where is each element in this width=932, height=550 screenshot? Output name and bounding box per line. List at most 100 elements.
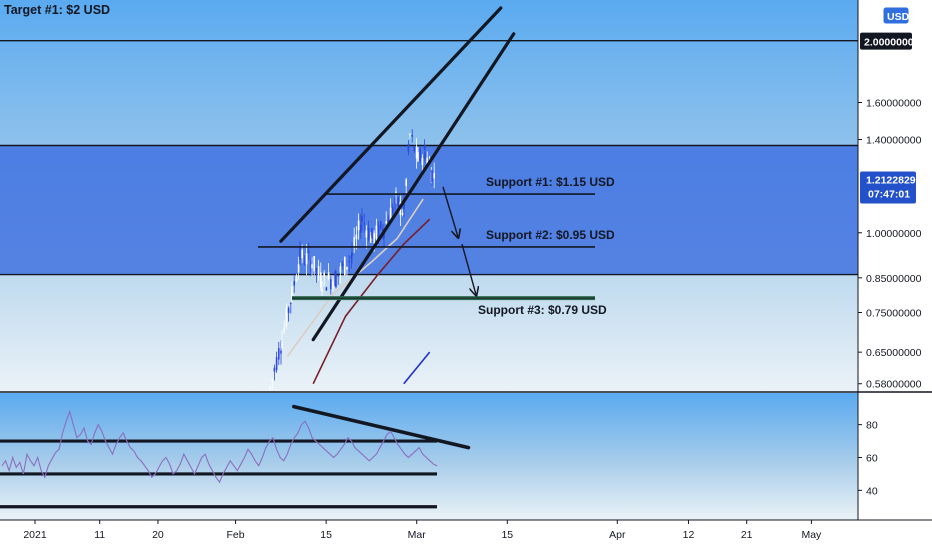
candle-body — [360, 224, 362, 233]
candle-body — [291, 286, 293, 301]
candle-body — [375, 225, 378, 239]
price-axis-label: 0.65000000 — [866, 347, 922, 359]
time-axis-label: 21 — [741, 529, 753, 541]
candle-body — [323, 272, 325, 278]
candle-body — [290, 302, 292, 304]
candle-body — [321, 288, 323, 292]
time-axis-label: Mar — [408, 529, 427, 541]
candle-body — [373, 232, 375, 244]
candle-body — [271, 378, 273, 381]
candle-body — [299, 245, 301, 260]
rsi-axis-label: 40 — [866, 485, 878, 497]
candle-body — [317, 266, 320, 276]
candle-body — [405, 179, 407, 187]
target-label: Target #1: $2 USD — [4, 3, 110, 17]
wedge-upper-trendline — [279, 6, 503, 243]
price-axis-label: 1.00000000 — [866, 228, 922, 240]
candle-body — [315, 268, 318, 272]
candle-body — [275, 357, 278, 371]
candle-body — [380, 221, 382, 229]
rsi-pane-background — [0, 393, 858, 520]
moving-average-line — [286, 198, 424, 357]
candle-body — [377, 224, 380, 240]
rsi-axis-label: 60 — [866, 453, 878, 465]
support-3-label: Support #3: $0.79 USD — [478, 303, 607, 317]
price-axis-label: 1.60000000 — [866, 97, 922, 109]
candle-body — [339, 266, 342, 273]
resistance-zone — [0, 145, 858, 275]
svg-text:USD: USD — [887, 11, 910, 23]
candle-body — [341, 263, 344, 266]
candle-body — [287, 308, 290, 313]
candle-body — [278, 348, 280, 360]
candle-body — [403, 202, 405, 209]
candle-body — [394, 198, 396, 204]
time-axis-label: 15 — [501, 529, 513, 541]
candle-body — [305, 253, 308, 265]
candle-body — [415, 146, 418, 159]
candle-body — [308, 251, 310, 253]
svg-text:2.00000000: 2.00000000 — [864, 37, 920, 49]
candle-body — [327, 272, 330, 279]
wedge-lower-trendline — [311, 32, 516, 342]
candle-body — [363, 223, 365, 225]
last-price-tag: 1.21228291 07:47:01 — [860, 171, 922, 204]
candle-body — [355, 234, 358, 240]
rsi-axis-label: 80 — [866, 420, 878, 432]
candle-body — [348, 260, 350, 263]
time-axis-background — [0, 520, 932, 550]
moving-average-line — [403, 351, 431, 385]
candle-body — [303, 263, 306, 265]
price-axis-label: 1.40000000 — [866, 135, 922, 147]
target-price-tag: 2.00000000 — [860, 32, 920, 50]
candle-body — [346, 266, 348, 270]
candle-body — [280, 350, 282, 354]
candle-body — [301, 249, 303, 259]
candle-body — [351, 252, 353, 256]
svg-text:07:47:01: 07:47:01 — [868, 188, 910, 200]
candle-body — [313, 256, 315, 272]
candle-body — [370, 235, 372, 243]
candle-body — [367, 228, 370, 240]
svg-text:1.21228291: 1.21228291 — [866, 174, 922, 186]
candle-body — [320, 272, 322, 288]
candle-body — [295, 278, 298, 281]
candle-body — [337, 275, 339, 277]
candle-body — [325, 287, 328, 291]
candle-body — [285, 308, 288, 327]
candle-body — [401, 212, 404, 215]
time-axis-label: 2021 — [23, 529, 47, 541]
candle-body — [365, 230, 368, 238]
currency-button[interactable]: USD — [882, 6, 910, 25]
rsi-line — [1, 409, 438, 484]
candle-body — [395, 191, 397, 193]
candle-body — [371, 228, 373, 239]
candle-body — [424, 152, 426, 160]
candle-body — [431, 170, 433, 183]
candle-body — [421, 158, 424, 165]
candle-body — [407, 143, 410, 152]
candle-body — [385, 221, 387, 224]
candle-body — [357, 220, 360, 231]
time-axis-label: 11 — [94, 529, 105, 541]
candle-body — [269, 387, 271, 389]
candle-body — [433, 173, 435, 179]
candle-body — [387, 219, 390, 224]
candle-body — [423, 145, 426, 150]
candle-body — [344, 257, 346, 276]
candle-body — [409, 134, 411, 136]
candle-body — [283, 327, 285, 331]
rsi-trendline — [291, 404, 471, 450]
price-axis-background — [858, 0, 932, 520]
candle-body — [310, 260, 312, 273]
time-axis-label: May — [801, 529, 822, 541]
time-axis-label: 20 — [152, 529, 164, 541]
support-1-label: Support #1: $1.15 USD — [486, 175, 615, 189]
candle-body — [350, 256, 353, 259]
candle-body — [330, 279, 332, 290]
candle-body — [311, 264, 313, 269]
candle-body — [332, 281, 334, 289]
time-axis-label: 15 — [320, 529, 332, 541]
candle-body — [353, 237, 355, 249]
